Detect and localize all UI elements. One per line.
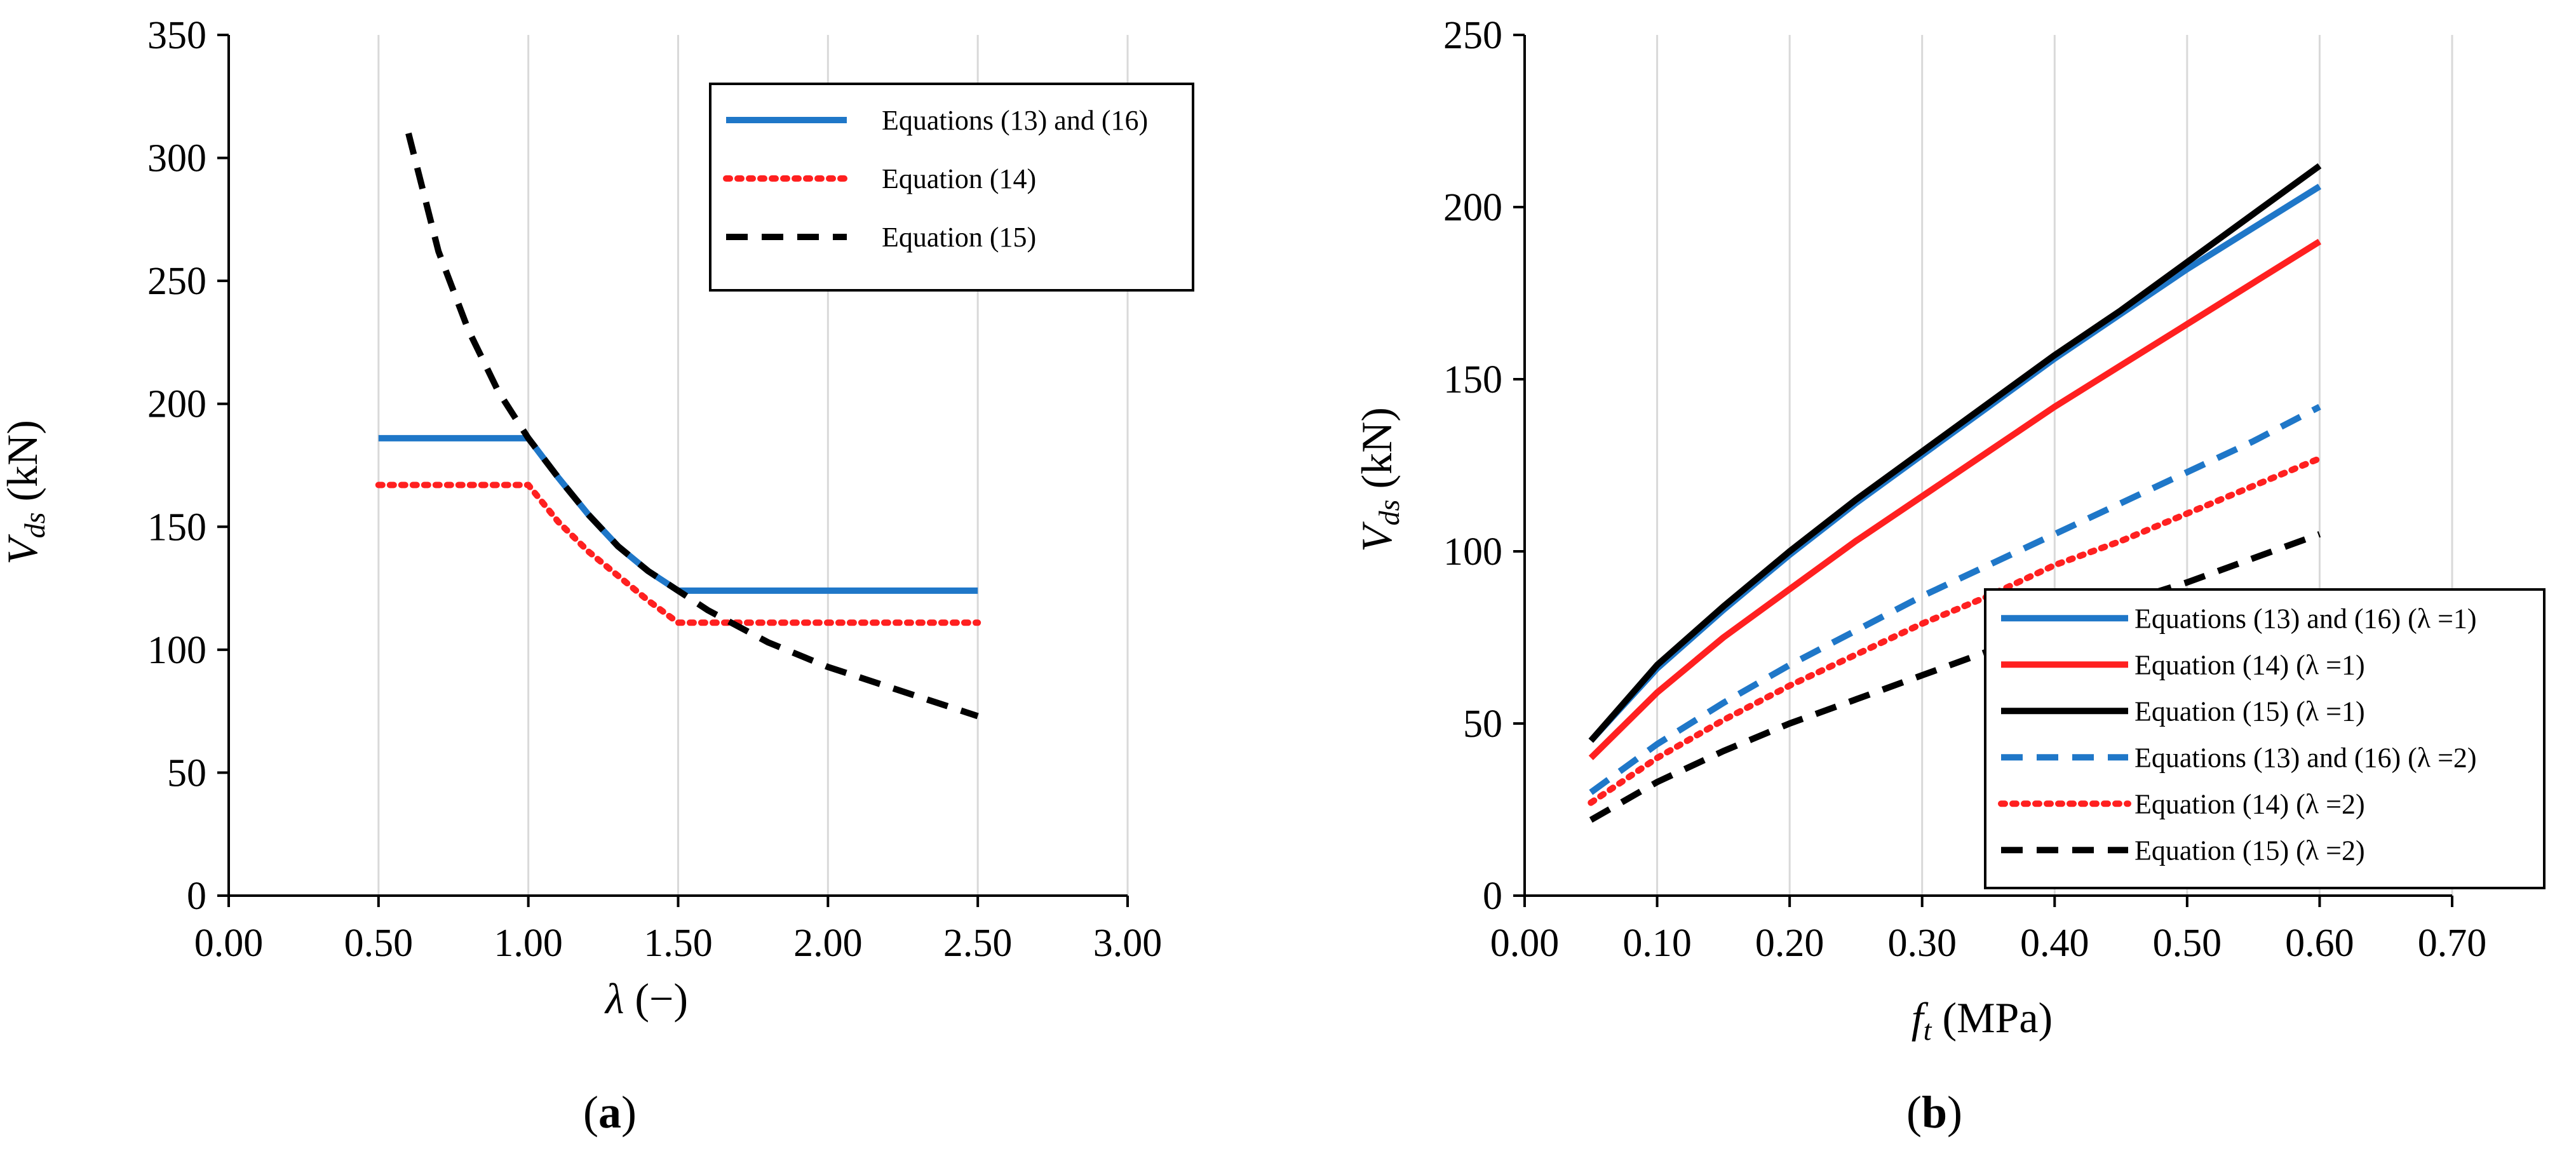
x-tick-label: 0.40 [2020,922,2089,965]
x-tick-label: 0.00 [194,922,264,965]
x-tick-label: 1.00 [494,922,563,965]
y-tick-label: 350 [147,14,206,57]
legend-label-5: Equation (14) (λ =2) [2134,788,2365,819]
series-line-3 [405,132,979,720]
x-tick-label: 2.50 [943,922,1013,965]
y-tick-label: 50 [167,751,206,795]
y-tick-label: 100 [147,629,206,672]
x-axis-title: λ (−) [604,974,688,1023]
legend-label-2: Equation (14) (λ =1) [2134,649,2365,680]
y-tick-label: 250 [1443,14,1502,57]
x-tick-label: 0.50 [344,922,414,965]
y-tick-label: 200 [1443,186,1502,229]
y-axis-title: Vds (kN) [0,420,51,565]
series-line-4 [1589,403,2321,795]
legend: Equations (13) and (16) (λ =1) Equation (… [1984,588,2546,889]
legend-label-1: Equations (13) and (16) (λ =1) [2134,603,2477,634]
panel-label: (a) [583,1087,637,1138]
series-line-3 [1588,163,2322,743]
series-line-1 [378,434,978,594]
x-axis-title: ft (MPa) [1912,993,2053,1046]
y-tick-label: 250 [147,260,206,303]
y-tick-label: 100 [1443,530,1502,574]
series-line-2 [375,481,981,626]
y-tick-label: 50 [1463,703,1502,746]
y-tick-label: 200 [147,383,206,426]
panel-label: (b) [1906,1087,1962,1138]
x-tick-label: 0.30 [1887,922,1957,965]
legend-box [1984,588,2546,889]
x-tick-label: 0.60 [2285,922,2354,965]
x-tick-label: 0.00 [1490,922,1560,965]
legend-label-6: Equation (15) (λ =2) [2134,835,2365,866]
x-tick-label: 1.50 [644,922,713,965]
y-tick-label: 150 [147,506,206,549]
legend-label-1: Equations (13) and (16) [882,105,1148,136]
x-tick-label: 0.70 [2418,922,2487,965]
legend-label-3: Equation (15) [882,222,1036,253]
x-tick-label: 3.00 [1093,922,1163,965]
y-axis-title: Vds (kN) [1352,407,1405,552]
y-tick-label: 0 [187,875,206,918]
x-tick-label: 0.20 [1755,922,1824,965]
series-line-6 [1589,531,2321,823]
y-tick-label: 0 [1483,875,1502,918]
panel-a-chart: 0 50 100 150 200 250 300 350 0.00 0.50 1.00 1.50 2.0… [0,14,1194,1138]
legend-label-4: Equations (13) and (16) (λ =2) [2134,742,2477,773]
legend-label-3: Equation (15) (λ =1) [2134,696,2365,727]
legend-label-2: Equation (14) [882,163,1036,194]
panel-b-chart: 0 50 100 150 200 250 0.00 0.10 0.20 0.30 0.40 0.50 0… [1352,14,2546,1138]
y-tick-label: 150 [1443,358,1502,401]
x-tick-label: 2.00 [793,922,863,965]
series-line-2 [1588,238,2322,760]
x-tick-label: 0.10 [1622,922,1692,965]
series-line-5 [1588,455,2323,806]
y-tick-label: 300 [147,137,206,180]
x-tick-label: 0.50 [2153,922,2222,965]
legend: Equations (13) and (16) Equation (14) Equa… [709,83,1194,292]
